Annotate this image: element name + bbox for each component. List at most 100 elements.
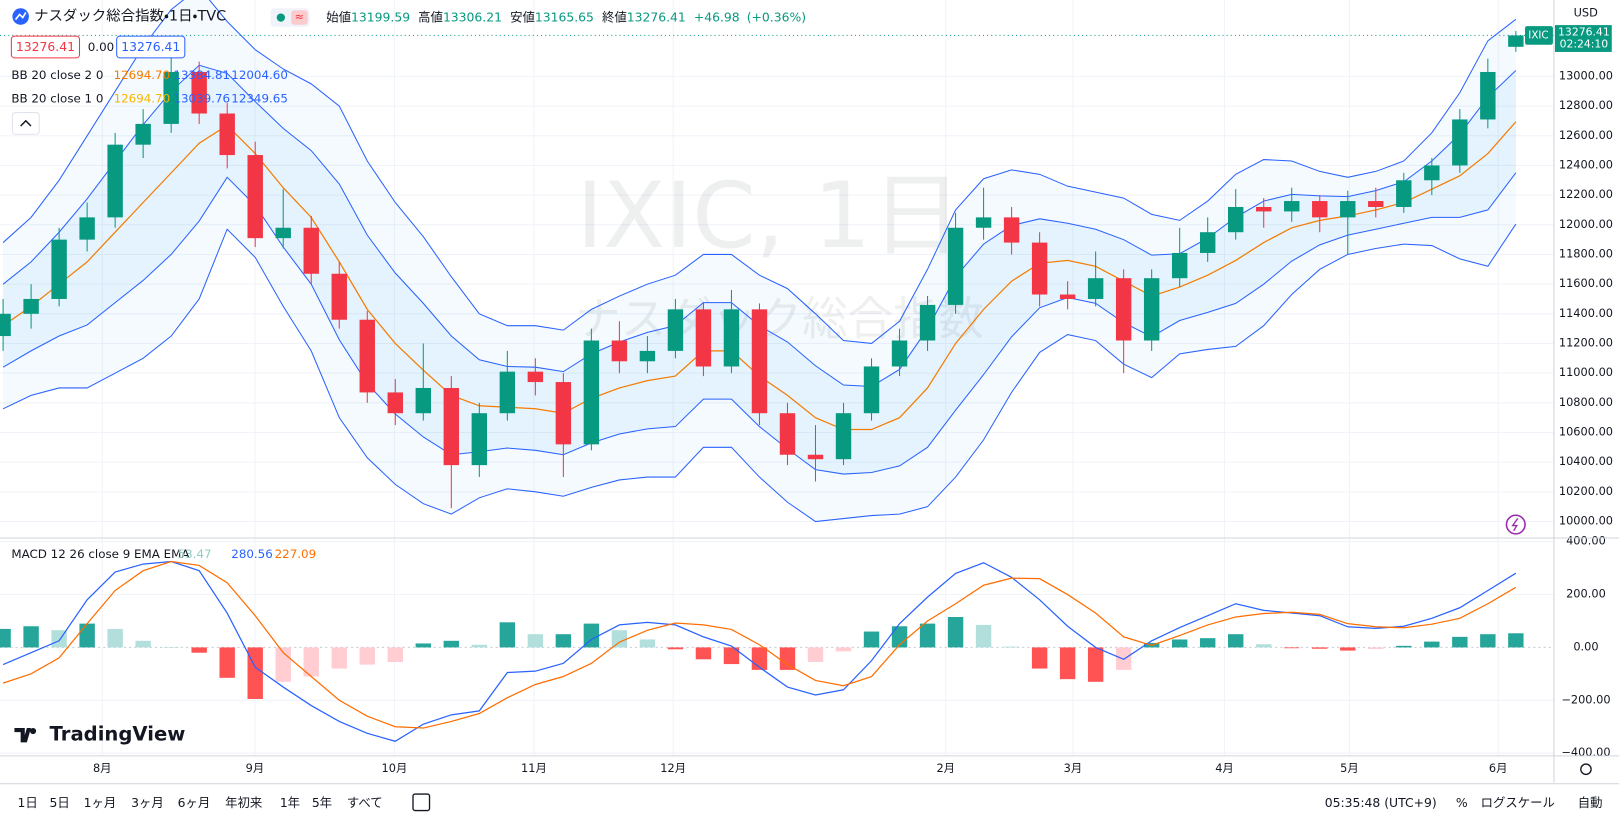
log-scale-toggle[interactable]: ログスケール (1481, 795, 1555, 810)
y-tick-label: 11400.00 (1559, 306, 1613, 320)
band-upper (2, 0, 1517, 344)
histogram-bar (499, 622, 516, 648)
x-tick-label: 8月 (93, 761, 112, 775)
candle-body (1452, 119, 1468, 166)
indicator-name[interactable]: BB 20 close 2 0 (11, 68, 103, 82)
histogram-bar (1368, 647, 1384, 650)
ohlc-label: 高値 (418, 9, 443, 24)
delay-badge (291, 10, 308, 25)
candle-body (779, 413, 796, 455)
histogram-bar (1480, 634, 1496, 648)
candle-body (303, 227, 319, 274)
ohlc-label: 始値 (326, 9, 351, 24)
candle-body (1312, 201, 1328, 218)
candle-body (1171, 252, 1188, 279)
range-button[interactable]: 3ヶ月 (131, 795, 164, 810)
candle-body (1003, 217, 1020, 243)
candle-body (1368, 201, 1384, 207)
y-tick-label: 11200.00 (1559, 335, 1613, 349)
settings-icon[interactable] (1580, 763, 1592, 776)
ohlc-value: 13165.65 (535, 9, 594, 24)
percent-toggle[interactable]: % (1456, 795, 1468, 810)
candle-body (415, 387, 431, 414)
logo[interactable]: TradingView (50, 723, 186, 746)
histogram-bar (303, 647, 319, 677)
buy-price[interactable]: 13276.41 (121, 39, 180, 54)
histogram-bar (639, 639, 656, 648)
histogram-bar (1508, 633, 1524, 648)
histogram-bar (135, 640, 151, 648)
clock[interactable]: 05:35:48 (UTC+9) (1325, 795, 1437, 810)
histogram-bar (219, 647, 235, 678)
y-tick-label: 12800.00 (1559, 98, 1613, 112)
candle-body (1508, 35, 1524, 47)
indicator-value: 12694.70 (114, 68, 171, 82)
candle-body (1059, 294, 1076, 299)
band-lower (2, 223, 1517, 523)
date-range-icon[interactable] (412, 793, 431, 812)
range-button[interactable]: 年初来 (225, 795, 262, 810)
chart-title[interactable]: ナスダック総合指数・1日・TVC (34, 8, 226, 25)
histogram-bar (1396, 645, 1412, 648)
candle-body (555, 382, 572, 445)
histogram-bar (79, 623, 95, 648)
signal-line (2, 560, 1517, 729)
histogram-bar (1228, 634, 1244, 648)
alert-icon[interactable] (1505, 514, 1526, 535)
range-button[interactable]: 5日 (50, 795, 70, 810)
macd-value: 53.47 (178, 547, 212, 561)
buy-button[interactable] (116, 35, 186, 59)
range-button[interactable]: 1年 (280, 795, 300, 810)
x-tick-label: 2月 (936, 761, 955, 775)
ohlc-value: 13199.59 (351, 9, 410, 24)
range-button[interactable]: 1日 (18, 795, 38, 810)
histogram-bar (1256, 644, 1272, 648)
histogram-bar (1031, 647, 1048, 669)
candle-body (919, 304, 936, 341)
symbol-icon-glyph (14, 11, 27, 21)
macd-name[interactable]: MACD 12 26 close 9 EMA EMA (11, 547, 190, 561)
range-button[interactable]: 5年 (312, 795, 332, 810)
candle-body (1115, 278, 1132, 341)
macd-line (2, 560, 1517, 742)
candle-body (275, 227, 291, 239)
candle-body (387, 392, 403, 414)
range-button[interactable]: 1ヶ月 (84, 795, 117, 810)
histogram-bar (1340, 647, 1356, 651)
sell-price[interactable]: 13276.41 (16, 39, 75, 54)
candle-body (723, 309, 740, 367)
ohlc-label: 安値 (510, 9, 535, 24)
price-pane (0, 0, 1554, 523)
delay-glyph: ≈ (295, 10, 305, 24)
collapse-button[interactable] (11, 112, 40, 135)
histogram-bar (611, 630, 628, 648)
candle-body (583, 340, 600, 445)
macd-value: 227.09 (275, 547, 317, 561)
candle-body (443, 387, 460, 466)
histogram-bar (415, 643, 431, 648)
y-tick-label: 200.00 (1566, 587, 1606, 601)
range-button[interactable]: すべて (347, 795, 383, 810)
histogram-bar (527, 634, 544, 648)
price-badge-label: 13276.41 (1558, 25, 1610, 38)
axes: 8月9月10月11月12月20232月3月4月5月6月10000.0010200… (93, 25, 1613, 775)
currency[interactable]: USD (1574, 5, 1599, 19)
ohlc-value: 13306.21 (443, 9, 502, 24)
candle-body (611, 340, 628, 362)
candle-body (527, 371, 544, 383)
y-tick-label: 10600.00 (1559, 424, 1613, 438)
spread: 0.00 (88, 40, 114, 54)
change-percent: (+0.36%) (747, 9, 806, 24)
candle-body (107, 144, 123, 218)
y-tick-label: 10000.00 (1559, 514, 1613, 528)
candle-body (247, 155, 263, 239)
indicator-name[interactable]: BB 20 close 1 0 (11, 92, 103, 106)
x-tick-label: 4月 (1215, 761, 1234, 775)
auto-scale-toggle[interactable]: 自動 (1578, 795, 1603, 810)
sell-button[interactable] (10, 35, 81, 59)
range-button[interactable]: 6ヶ月 (178, 795, 211, 810)
histogram-bar (1003, 646, 1020, 648)
histogram-bar (1452, 636, 1468, 648)
candle-body (667, 309, 684, 351)
